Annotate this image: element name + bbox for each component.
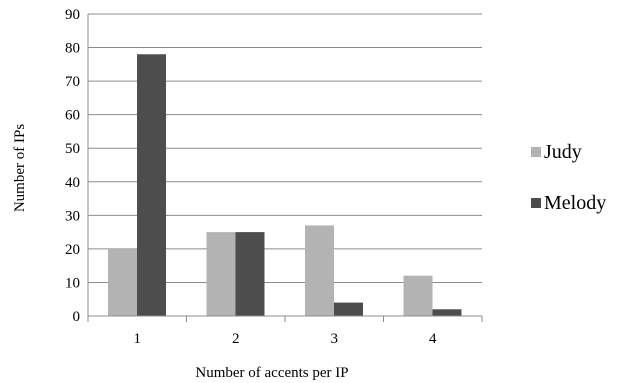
legend-swatch-melody — [531, 198, 541, 208]
bar-judy-2 — [206, 232, 236, 316]
legend-label-melody: Melody — [544, 192, 606, 214]
legend-swatch-judy — [531, 147, 541, 157]
y-tick-label: 30 — [65, 208, 80, 224]
legend-label-judy: Judy — [544, 141, 582, 163]
y-tick-label: 50 — [65, 141, 80, 157]
bar-melody-4 — [432, 309, 462, 316]
y-tick-label: 80 — [65, 41, 80, 57]
x-tick-label: 4 — [429, 331, 437, 347]
bar-judy-1 — [108, 248, 137, 316]
y-axis-title: Number of IPs — [12, 124, 28, 212]
y-tick-label: 60 — [65, 108, 80, 124]
y-tick-label: 20 — [65, 242, 80, 258]
tick-labels: 0 10 20 30 40 50 60 70 80 90 1 2 3 4 — [65, 7, 437, 347]
x-tick-label: 3 — [331, 331, 339, 347]
y-tick-label: 10 — [65, 275, 80, 291]
bar-judy-4 — [403, 275, 433, 316]
y-tick-label: 70 — [65, 74, 80, 90]
axes — [87, 14, 483, 322]
bar-melody-3 — [334, 302, 363, 316]
x-tick-label: 1 — [134, 331, 142, 347]
y-tick-label: 90 — [65, 7, 80, 23]
bar-melody-1 — [137, 54, 166, 317]
legend: Judy Melody — [531, 141, 606, 214]
bar-melody-2 — [235, 232, 265, 316]
bars — [108, 54, 462, 317]
y-tick-label: 0 — [73, 309, 81, 325]
y-tick-label: 40 — [65, 175, 80, 191]
x-axis-title: Number of accents per IP — [195, 365, 348, 381]
bar-judy-3 — [305, 225, 334, 316]
x-tick-label: 2 — [232, 331, 240, 347]
